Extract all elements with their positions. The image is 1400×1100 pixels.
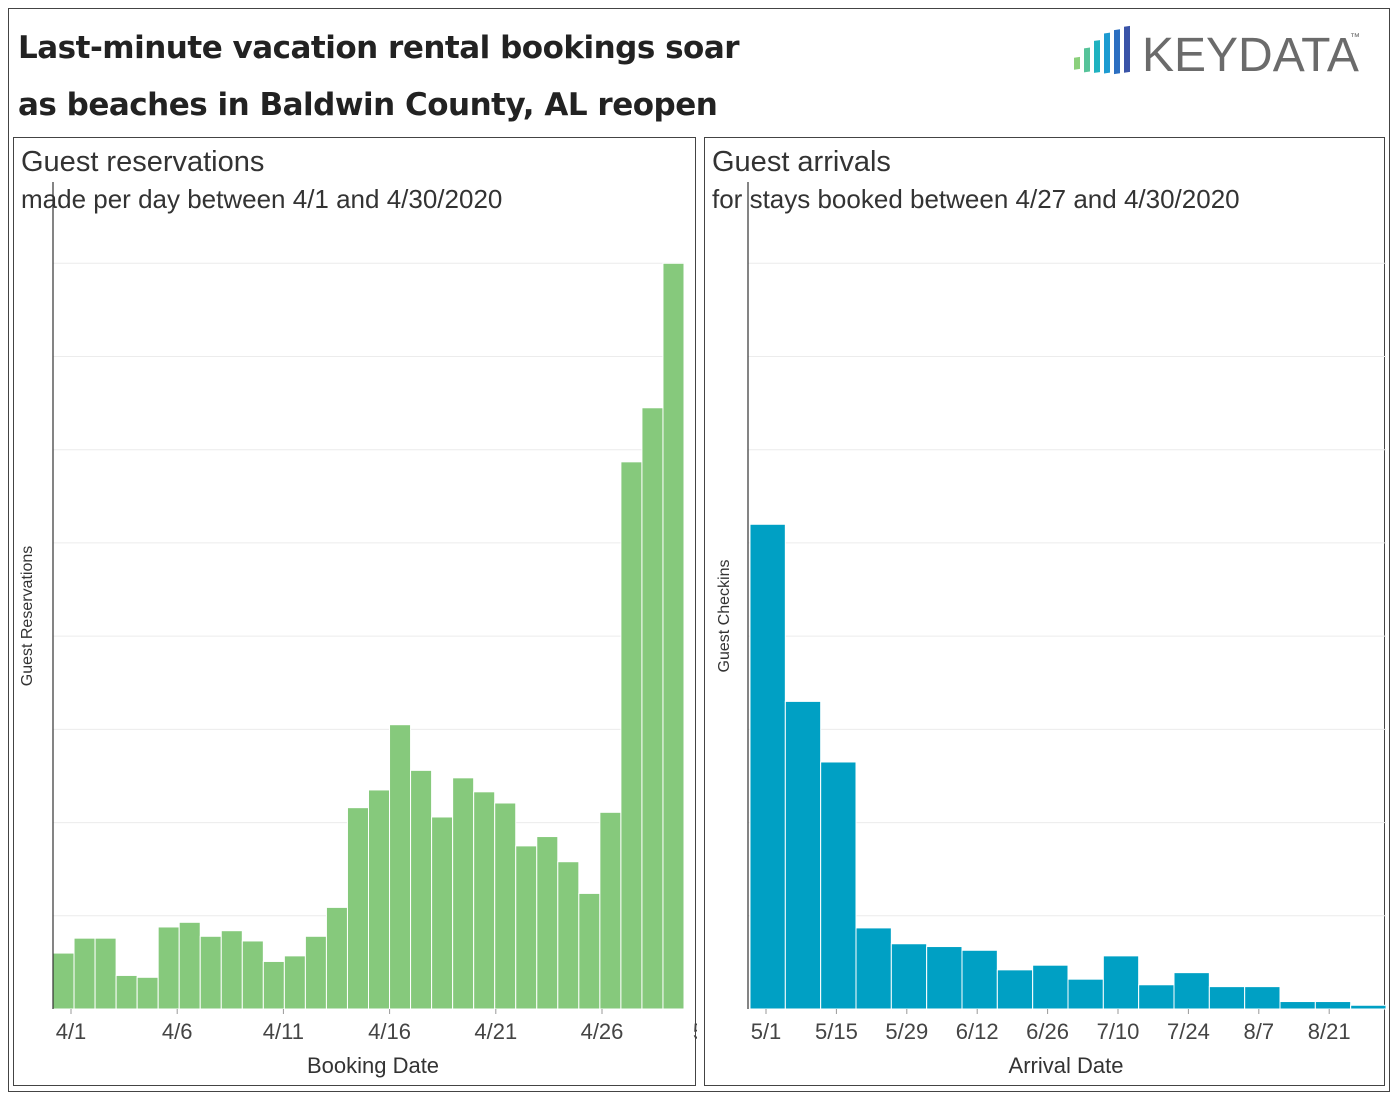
x-tick-label: 7/10	[1097, 1019, 1140, 1044]
arrivals-bar	[1350, 1004, 1386, 1010]
reservations-bar	[473, 791, 496, 1010]
x-axis-title: Booking Date	[307, 1053, 439, 1078]
reservations-bar	[452, 777, 475, 1010]
reservations-bar	[515, 845, 538, 1010]
reservations-bar	[578, 892, 601, 1010]
reservations-bar	[283, 955, 306, 1010]
reservations-bar	[410, 769, 433, 1010]
x-tick-label: 5/1	[693, 1019, 697, 1044]
arrivals-bar	[1314, 1001, 1352, 1010]
y-axis-title: Guest Reservations	[19, 546, 36, 687]
reservations-bar	[431, 816, 454, 1010]
reservations-bar	[220, 930, 243, 1010]
y-axis-title: Guest Checkins	[716, 560, 733, 673]
x-tick-label: 4/16	[368, 1019, 411, 1044]
x-tick-label: 8/7	[1244, 1019, 1275, 1044]
reservations-bar	[199, 935, 222, 1010]
reservations-bar	[262, 960, 285, 1010]
x-tick-label: 4/1	[56, 1019, 87, 1044]
arrivals-bar	[855, 927, 892, 1010]
reservations-bar	[304, 935, 327, 1010]
reservations-bar	[157, 926, 180, 1010]
reservations-chart: 4/1 4/6 4/11 4/16 4/21 4/26 5/1 Booking Date Gue…	[19, 182, 697, 1078]
logo-trademark: ™	[1350, 32, 1360, 43]
reservations-bar	[368, 789, 391, 1010]
bar-chart-logo-icon	[1074, 25, 1130, 75]
arrivals-bar	[749, 523, 786, 1010]
headline-line-2: as beaches in Baldwin County, AL reopen	[18, 87, 718, 123]
arrivals-bar	[890, 943, 928, 1010]
reservations-bar	[241, 940, 264, 1010]
x-tick-label: 7/24	[1167, 1019, 1210, 1044]
reservations-bar	[494, 802, 517, 1010]
arrivals-panel: Guest arrivals for stays booked between …	[704, 137, 1386, 1086]
reservations-bar	[325, 906, 348, 1010]
x-tick-label: 5/1	[751, 1019, 782, 1044]
arrivals-bar	[926, 946, 963, 1010]
arrivals-bar	[961, 949, 998, 1010]
headline: Last-minute vacation rental bookings soa…	[18, 20, 778, 134]
arrivals-bar	[1208, 986, 1246, 1010]
x-tick-label: 4/11	[263, 1019, 304, 1044]
arrivals-bar	[1173, 972, 1210, 1010]
x-tick-label: 5/15	[815, 1019, 858, 1044]
arrivals-bar	[1032, 964, 1069, 1010]
reservations-bar	[599, 811, 622, 1010]
headline-line-1: Last-minute vacation rental bookings soa…	[18, 30, 740, 66]
reservations-bar	[73, 937, 96, 1010]
reservations-title: Guest reservations	[21, 146, 265, 178]
arrivals-bar	[1279, 1001, 1316, 1010]
arrivals-bar	[1244, 986, 1281, 1010]
reservations-bar	[52, 952, 75, 1010]
x-tick-label: 4/21	[474, 1019, 517, 1044]
reservations-bar	[346, 807, 370, 1010]
reservations-panel: Guest reservations made per day between …	[13, 137, 697, 1086]
reservations-subtitle: made per day between 4/1 and 4/30/2020	[21, 184, 503, 214]
reservations-bar	[557, 861, 580, 1010]
reservations-bar	[136, 976, 159, 1010]
reservations-bar	[662, 262, 685, 1010]
arrivals-bar	[1102, 955, 1140, 1010]
reservations-bar	[94, 937, 117, 1010]
arrivals-chart: 5/1 5/15 5/29 6/12 6/26 7/10 7/24 8/7 8/21 Arriva…	[716, 182, 1386, 1078]
reservations-bar	[620, 461, 643, 1010]
x-tick-label: 4/6	[162, 1019, 193, 1044]
logo-wordmark: KEYDATA	[1142, 29, 1359, 82]
arrivals-bar	[784, 700, 822, 1010]
x-axis-title: Arrival Date	[1009, 1053, 1124, 1078]
x-tick-label: 5/29	[885, 1019, 928, 1044]
arrivals-bar	[1067, 978, 1104, 1010]
arrivals-subtitle: for stays booked between 4/27 and 4/30/2…	[712, 184, 1240, 214]
reservations-bar	[536, 836, 559, 1010]
reservations-bar	[389, 724, 412, 1010]
arrivals-bar	[1138, 984, 1175, 1010]
figure-frame	[8, 8, 1390, 1092]
arrivals-title: Guest arrivals	[712, 146, 891, 178]
x-tick-label: 4/26	[581, 1019, 624, 1044]
x-tick-label: 8/21	[1308, 1019, 1351, 1044]
reservations-bar	[115, 974, 138, 1010]
arrivals-bar	[996, 969, 1034, 1010]
x-tick-label: 6/12	[956, 1019, 999, 1044]
arrivals-bar	[820, 761, 857, 1010]
keydata-logo: KEYDATA ™	[1072, 24, 1372, 88]
reservations-bar	[641, 407, 664, 1010]
reservations-bar	[178, 921, 201, 1010]
x-tick-label: 6/26	[1026, 1019, 1069, 1044]
